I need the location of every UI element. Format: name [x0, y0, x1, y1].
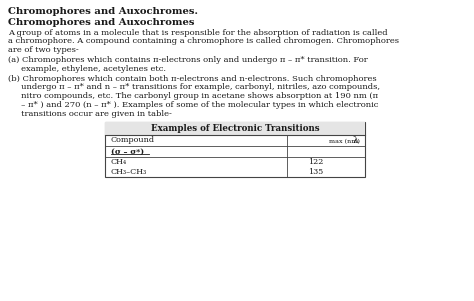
Bar — [105, 122, 365, 135]
Text: Chromophores and Auxochromes: Chromophores and Auxochromes — [8, 18, 194, 27]
Text: – π* ) and 270 (n – π* ). Examples of some of the molecular types in which elect: – π* ) and 270 (n – π* ). Examples of so… — [8, 101, 378, 109]
Text: Examples of Electronic Transitions: Examples of Electronic Transitions — [151, 124, 319, 133]
Text: (b) Chromophores which contain both π-electrons and n-electrons. Such chromophor: (b) Chromophores which contain both π-el… — [8, 75, 377, 82]
Text: CH₃–CH₃: CH₃–CH₃ — [111, 168, 147, 175]
Bar — [105, 122, 365, 177]
Text: Compound: Compound — [111, 136, 155, 144]
Text: Chromophores and Auxochromes.: Chromophores and Auxochromes. — [8, 7, 198, 16]
Text: are of two types-: are of two types- — [8, 46, 79, 54]
Text: 122: 122 — [308, 158, 323, 166]
Text: undergo π – π* and n – π* transitions for example, carbonyl, nitriles, azo compo: undergo π – π* and n – π* transitions fo… — [8, 83, 380, 92]
Text: nitro compounds, etc. The carbonyl group in acetane shows absorption at 190 nm (: nitro compounds, etc. The carbonyl group… — [8, 92, 378, 100]
Text: transitions occur are given in table-: transitions occur are given in table- — [8, 110, 172, 118]
Text: (a) Chromophores which contains π-electrons only and undergo π – π* transition. : (a) Chromophores which contains π-electr… — [8, 56, 368, 64]
Text: 135: 135 — [308, 168, 323, 175]
Text: A group of atoms in a molecule that is responsible for the absorption of radiati: A group of atoms in a molecule that is r… — [8, 29, 388, 37]
Text: λ: λ — [353, 135, 359, 144]
Text: example, ethylene, acetylenes etc.: example, ethylene, acetylenes etc. — [8, 65, 166, 73]
Text: CH₄: CH₄ — [111, 158, 127, 166]
Text: (σ – σ*): (σ – σ*) — [111, 147, 144, 156]
Text: a chromophore. A compound containing a chromophore is called chromogen. Chromoph: a chromophore. A compound containing a c… — [8, 37, 399, 45]
Text: max (nm): max (nm) — [329, 139, 360, 144]
